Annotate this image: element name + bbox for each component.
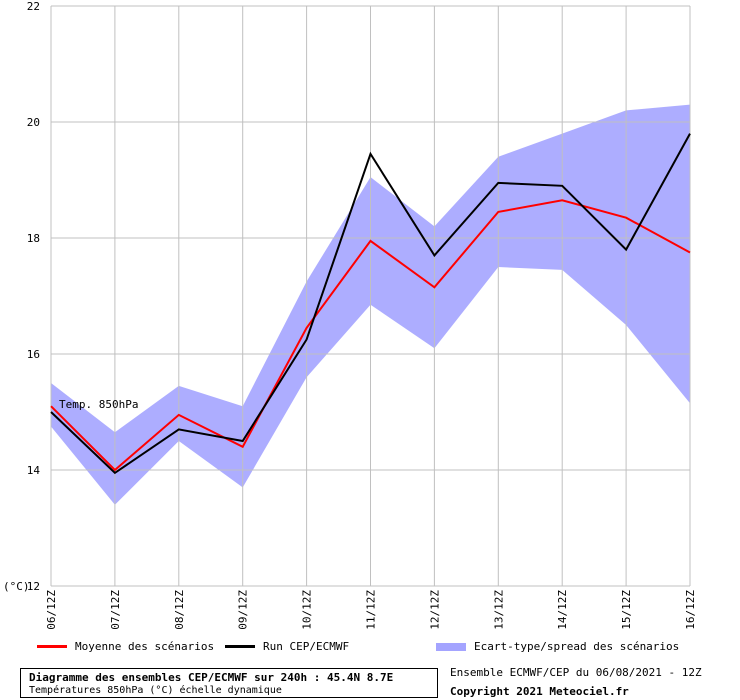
series-layer	[50, 133, 691, 475]
x-tick-label: 15/12Z	[620, 590, 633, 630]
x-tick-label: 09/12Z	[237, 590, 250, 630]
x-tick-label: 10/12Z	[301, 590, 314, 630]
x-tick-label: 07/12Z	[109, 590, 122, 630]
diagram-subtitle: Températures 850hPa (°C) échelle dynamiq…	[29, 685, 282, 696]
diagram-title: Diagramme des ensembles CEP/ECMWF sur 24…	[29, 671, 394, 684]
legend-label-mean: Moyenne des scénarios	[75, 640, 215, 653]
x-tick-label: 08/12Z	[173, 590, 186, 630]
grid-layer	[50, 5, 691, 587]
legend-swatch-mean	[37, 645, 67, 648]
x-tick-label: 12/12Z	[428, 590, 441, 630]
ensemble-chart: 12 14 16 18 20 22 06/12Z 07/12Z 08/12Z 09/12Z 10/…	[3, 0, 697, 630]
legend-label-spread: Ecart-type/spread des scénarios	[474, 640, 680, 653]
diagram-title-box: Diagramme des ensembles CEP/ECMWF sur 24…	[20, 668, 438, 698]
copyright: Copyright 2021 Meteociel.fr	[450, 685, 629, 698]
y-tick-label: 16	[27, 348, 40, 361]
legend-item-mean: Moyenne des scénarios	[37, 640, 214, 653]
legend-item-spread: Ecart-type/spread des scénarios	[436, 640, 679, 653]
x-tick-label: 11/12Z	[365, 590, 378, 630]
y-tick-label: 22	[27, 0, 40, 13]
legend-label-run: Run CEP/ECMWF	[263, 640, 350, 653]
series-line-run	[50, 133, 691, 475]
x-tick-label: 14/12Z	[556, 590, 569, 630]
y-tick-label: 18	[27, 232, 40, 245]
temp-850hpa-annotation: Temp. 850hPa	[59, 398, 138, 411]
x-tick-label: 16/12Z	[684, 590, 697, 630]
x-tick-labels: 06/12Z 07/12Z 08/12Z 09/12Z 10/12Z 11/12Z 12/1…	[45, 590, 697, 630]
legend-swatch-spread	[436, 642, 466, 651]
x-tick-label: 13/12Z	[492, 590, 505, 630]
y-tick-label: 12	[27, 580, 40, 593]
legend-item-run: Run CEP/ECMWF	[225, 640, 349, 653]
y-tick-label: 20	[27, 116, 40, 129]
x-tick-label: 06/12Z	[45, 590, 58, 630]
y-tick-labels: 12 14 16 18 20 22	[27, 0, 41, 593]
y-axis-label: (°C)	[3, 580, 30, 593]
legend-swatch-run	[225, 645, 255, 648]
y-tick-label: 14	[27, 464, 41, 477]
run-info: Ensemble ECMWF/CEP du 06/08/2021 - 12Z	[450, 666, 702, 679]
